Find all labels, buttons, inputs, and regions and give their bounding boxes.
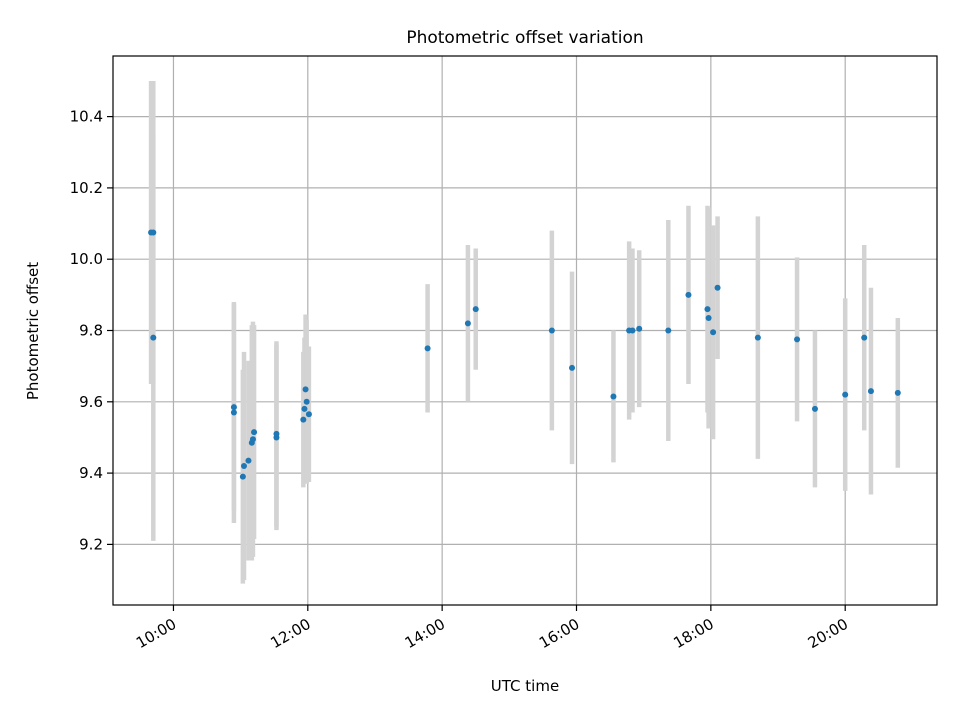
data-point bbox=[230, 409, 237, 416]
y-tick-label: 10.0 bbox=[70, 250, 103, 268]
y-tick-label: 9.6 bbox=[79, 393, 103, 411]
data-point bbox=[548, 327, 555, 334]
y-axis-label: Photometric offset bbox=[24, 262, 42, 400]
data-point bbox=[150, 334, 157, 341]
y-tick-label: 9.4 bbox=[79, 464, 103, 482]
y-tick-label: 10.4 bbox=[70, 108, 103, 126]
data-point bbox=[894, 389, 901, 396]
data-point bbox=[273, 430, 280, 437]
data-point bbox=[861, 334, 868, 341]
data-point bbox=[303, 398, 310, 405]
data-point bbox=[240, 462, 247, 469]
data-point bbox=[472, 306, 479, 313]
y-axis-ticks: 9.2 9.4 9.6 9.8 10.0 10.2 10.4 bbox=[70, 108, 113, 553]
data-point bbox=[300, 416, 307, 423]
data-point bbox=[302, 386, 309, 393]
data-point bbox=[629, 327, 636, 334]
data-point bbox=[705, 315, 712, 322]
data-point bbox=[305, 411, 312, 418]
data-point bbox=[710, 329, 717, 336]
data-point bbox=[251, 429, 258, 436]
data-point bbox=[150, 229, 157, 236]
data-point bbox=[665, 327, 672, 334]
y-tick-label: 9.2 bbox=[79, 535, 103, 553]
data-points bbox=[148, 229, 901, 480]
data-point bbox=[636, 325, 643, 332]
data-point bbox=[704, 306, 711, 313]
data-point bbox=[464, 320, 471, 327]
data-point bbox=[610, 393, 617, 400]
data-point bbox=[811, 405, 818, 412]
data-point bbox=[842, 391, 849, 398]
data-point bbox=[867, 388, 874, 395]
data-point bbox=[424, 345, 431, 352]
data-point bbox=[685, 291, 692, 298]
x-axis-label: UTC time bbox=[491, 677, 559, 695]
data-point bbox=[569, 364, 576, 371]
y-tick-label: 10.2 bbox=[70, 179, 103, 197]
data-point bbox=[714, 284, 721, 291]
chart-title: Photometric offset variation bbox=[406, 28, 643, 48]
data-point bbox=[754, 334, 761, 341]
data-point bbox=[249, 436, 256, 443]
data-point bbox=[230, 404, 237, 411]
y-tick-label: 9.8 bbox=[79, 322, 103, 340]
data-point bbox=[301, 405, 308, 412]
data-point bbox=[794, 336, 801, 343]
data-point bbox=[245, 457, 252, 464]
data-point bbox=[239, 473, 246, 480]
